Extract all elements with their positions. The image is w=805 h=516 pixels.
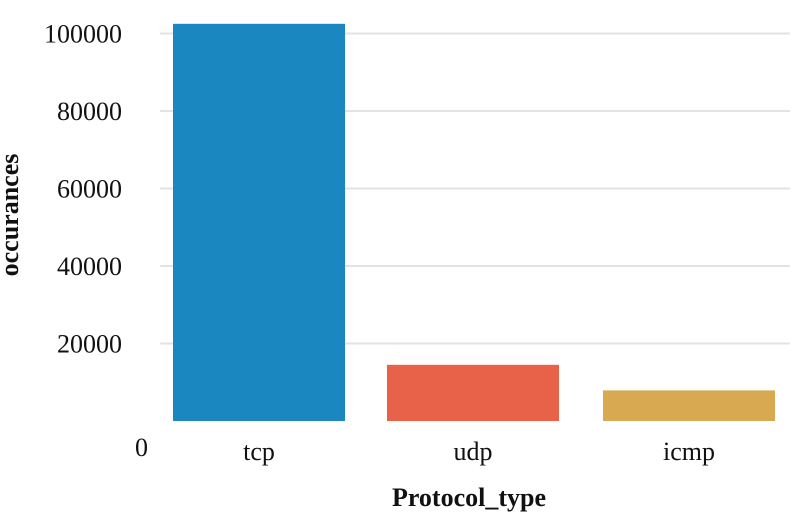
bar-tcp [173,23,345,421]
y-axis-ticks: 0 20000 40000 60000 80000 100000 [44,20,148,463]
y-axis-label: occurances [0,154,24,277]
x-axis-ticks: tcp udp icmp [243,437,715,466]
x-tick-label-icmp: icmp [663,437,715,466]
y-tick-label: 20000 [57,330,122,359]
x-axis-label: Protocol_type [392,483,546,512]
y-tick-label: 0 [135,433,148,462]
bar-icmp [603,390,775,421]
x-tick-label-udp: udp [454,437,493,466]
bar-udp [387,364,559,421]
y-tick-label: 40000 [57,252,122,281]
bars [173,23,775,421]
y-tick-label: 60000 [57,175,122,204]
x-tick-label-tcp: tcp [243,437,275,466]
y-tick-label: 80000 [57,97,122,126]
y-tick-label: 100000 [44,20,122,49]
